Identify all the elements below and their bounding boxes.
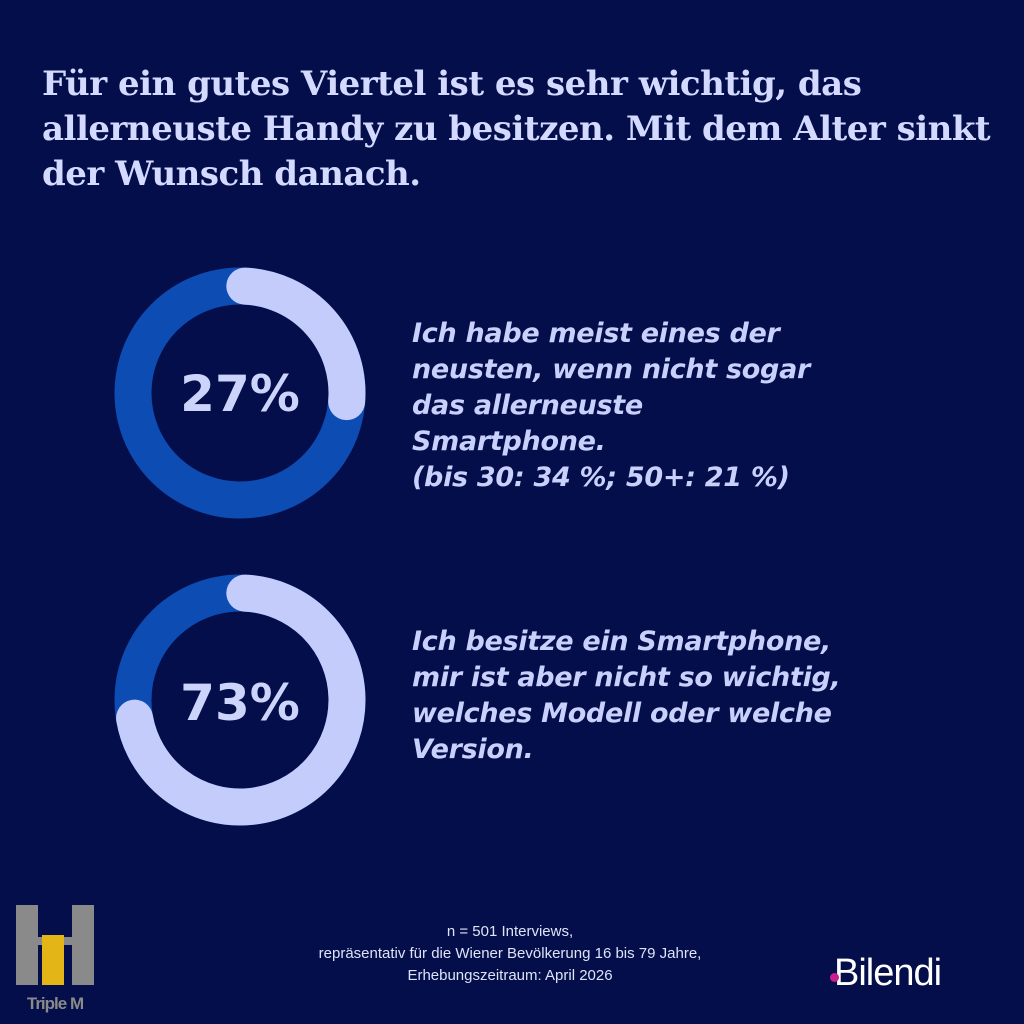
donut-description-1: Ich habe meist eines der neusten, wenn n… bbox=[412, 318, 811, 493]
svg-text:Triple M: Triple M bbox=[27, 994, 84, 1013]
triple-m-logo: Triple M bbox=[16, 905, 94, 1013]
donut-chart-1: 27% bbox=[114, 267, 366, 519]
donut-label: 73% bbox=[180, 674, 300, 732]
footnote-population: repräsentativ für die Wiener Bevölkerung… bbox=[318, 945, 702, 962]
footnote-period: Erhebungszeitraum: April 2026 bbox=[407, 967, 613, 984]
donut-description-2: Ich besitze ein Smartphone, mir ist aber… bbox=[412, 626, 841, 765]
donut-value-arc bbox=[226, 267, 366, 421]
donut-label: 27% bbox=[180, 365, 300, 423]
bilendi-logo: Bilendi bbox=[830, 952, 942, 995]
donut-value-arc bbox=[116, 574, 366, 826]
headline: Für ein gutes Viertel ist es sehr wichti… bbox=[42, 64, 991, 194]
donut-chart-2: 73% bbox=[114, 574, 366, 826]
footnote: n = 501 Interviews, repräsentativ für di… bbox=[240, 921, 780, 987]
footnote-sample: n = 501 Interviews, bbox=[446, 923, 574, 940]
